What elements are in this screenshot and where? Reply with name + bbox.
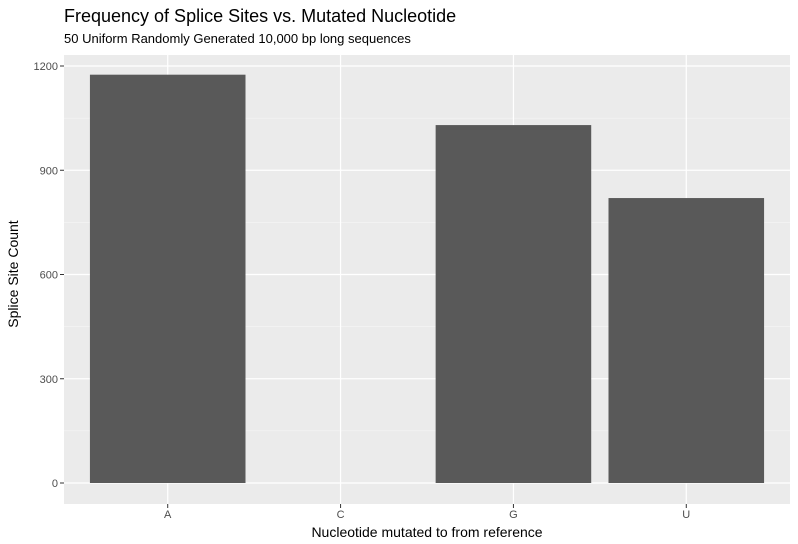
y-axis: 0 300 600 900 1200 [34, 61, 64, 490]
y-tick-label: 600 [40, 270, 58, 282]
x-tick-label: U [682, 509, 690, 521]
chart-subtitle: 50 Uniform Randomly Generated 10,000 bp … [64, 31, 411, 46]
bar [89, 74, 246, 483]
y-tick-label: 300 [40, 374, 58, 386]
bars [89, 74, 765, 484]
bar [608, 198, 765, 484]
x-tick-label: C [337, 509, 345, 521]
x-tick-label: G [509, 509, 518, 521]
x-tick-label: A [164, 509, 172, 521]
y-tick-label: 1200 [34, 61, 58, 73]
chart-title: Frequency of Splice Sites vs. Mutated Nu… [64, 6, 456, 26]
bar [435, 125, 592, 483]
x-axis-title: Nucleotide mutated to from reference [311, 524, 542, 540]
y-tick-label: 900 [40, 165, 58, 177]
y-tick-label: 0 [52, 478, 58, 490]
y-axis-title: Splice Site Count [5, 220, 21, 328]
